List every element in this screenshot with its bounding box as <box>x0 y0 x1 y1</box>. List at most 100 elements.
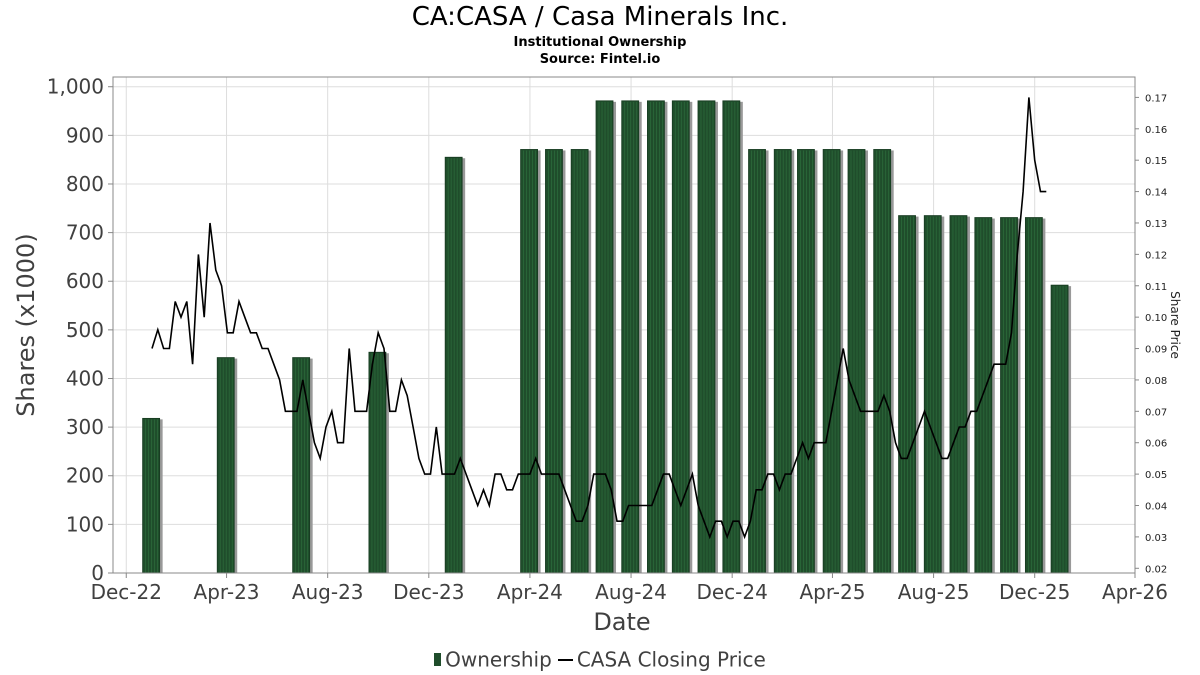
chart-subtitle: Institutional Ownership <box>513 35 687 50</box>
y2-tick-label: 0.15 <box>1145 156 1167 167</box>
bar-body <box>444 156 463 574</box>
ownership-bar <box>873 149 894 574</box>
ownership-bar <box>1050 284 1072 574</box>
bar-body <box>142 417 161 574</box>
y2-tick-label: 0.12 <box>1145 250 1167 261</box>
y2-tick-label: 0.02 <box>1145 564 1167 575</box>
ownership-bar <box>570 149 592 574</box>
ownership-bar <box>520 149 541 574</box>
ownership-bar <box>368 351 389 574</box>
legend: Ownership CASA Closing Price <box>0 646 1200 672</box>
plot-frame <box>112 76 1136 574</box>
y2-tick-label: 0.08 <box>1145 376 1167 387</box>
y2-tick-label: 0.11 <box>1145 282 1167 293</box>
y2-tick-label: 0.04 <box>1145 502 1167 513</box>
x-tick-label: Dec-25 <box>999 580 1070 604</box>
y2-tick-label: 0.10 <box>1145 313 1167 324</box>
ownership-bar <box>292 357 313 574</box>
y2-tick-label: 0.16 <box>1145 125 1167 136</box>
ownership-bar <box>773 149 795 574</box>
bar-body <box>697 100 716 574</box>
legend-price-label: CASA Closing Price <box>576 647 766 672</box>
bar-body <box>847 149 866 574</box>
ownership-bar <box>1024 217 1046 574</box>
x-tick-label: Apr-25 <box>799 580 865 604</box>
x-tick-label: Aug-23 <box>292 580 364 604</box>
bar-body <box>647 100 665 574</box>
y-axis-title: Shares (x1000) <box>12 233 40 416</box>
x-tick-label: Dec-24 <box>696 580 767 604</box>
bar-body <box>773 149 792 574</box>
y2-tick-label: 0.07 <box>1145 407 1167 418</box>
price-line <box>151 97 1047 540</box>
ownership-bar <box>697 100 718 574</box>
legend-price-swatch <box>557 658 573 661</box>
legend-ownership-label: Ownership <box>445 647 552 672</box>
bar-body <box>545 149 563 574</box>
y2-tick-label: 0.17 <box>1145 93 1167 104</box>
legend-ownership-swatch <box>434 653 442 666</box>
ownership-bar <box>621 100 642 574</box>
chart-source: Source: Fintel.io <box>539 52 661 67</box>
bar-body <box>923 215 942 574</box>
y2-tick-label: 0.09 <box>1145 345 1167 356</box>
x-tick-label: Dec-22 <box>91 580 162 604</box>
y-tick-label: 900 <box>66 123 104 147</box>
y-tick-label: 300 <box>66 415 104 439</box>
y2-axis-title: Share Price <box>1168 291 1182 359</box>
ownership-bar <box>949 215 970 574</box>
bar-body <box>595 100 614 574</box>
bar-body <box>797 149 815 574</box>
y-tick-label: 700 <box>66 221 104 245</box>
chart-title: CA:CASA / Casa Minerals Inc. <box>411 2 789 32</box>
ownership-bars <box>142 100 1072 574</box>
ownership-bar <box>142 417 163 574</box>
price-line-group <box>151 97 1047 540</box>
bar-body <box>621 100 640 574</box>
bar-body <box>216 357 235 574</box>
bar-body <box>520 149 538 574</box>
bar-body <box>748 149 766 574</box>
x-tick-label: Dec-23 <box>393 580 464 604</box>
y-tick-label: 200 <box>66 464 104 488</box>
bar-body <box>898 215 916 574</box>
bar-body <box>1050 284 1069 574</box>
x-tick-label: Apr-24 <box>497 580 563 604</box>
y2-tick-label: 0.05 <box>1145 470 1167 481</box>
y-tick-label: 500 <box>66 318 104 342</box>
x-tick-label: Apr-26 <box>1102 580 1168 604</box>
bar-body <box>671 100 690 574</box>
ownership-bar <box>722 100 743 574</box>
ownership-bar <box>847 149 868 574</box>
y-tick-label: 0 <box>91 561 104 585</box>
bar-body <box>1000 217 1018 574</box>
y-tick-label: 1,000 <box>47 75 104 99</box>
bar-body <box>822 149 841 574</box>
y-axis-left: 0 100 200 300 400 500 600 700 800 900 1,000 <box>47 75 113 585</box>
ownership-bar <box>444 156 466 574</box>
ownership-bar <box>797 149 818 574</box>
x-axis-title: Date <box>593 608 650 636</box>
ownership-bar <box>545 149 566 574</box>
y-axis-right: 0.02 0.03 0.04 0.05 0.06 0.07 0.08 0.09 0.10 0.11… <box>1135 93 1167 575</box>
ownership-bar <box>647 100 668 574</box>
x-tick-label: Apr-23 <box>194 580 260 604</box>
y2-tick-label: 0.06 <box>1145 439 1167 450</box>
bar-body <box>1024 217 1043 574</box>
ownership-bar <box>822 149 844 574</box>
ownership-bar <box>1000 217 1021 574</box>
bar-body <box>368 351 387 574</box>
ownership-bar <box>748 149 769 574</box>
y2-tick-label: 0.13 <box>1145 219 1167 230</box>
bar-body <box>949 215 968 574</box>
ownership-bar <box>595 100 617 574</box>
y2-tick-label: 0.14 <box>1145 188 1167 199</box>
y-tick-label: 600 <box>66 269 104 293</box>
x-tick-label: Aug-25 <box>898 580 970 604</box>
ownership-bar <box>898 215 919 574</box>
ownership-bar <box>974 217 995 574</box>
ownership-bar <box>216 357 238 574</box>
x-tick-label: Aug-24 <box>595 580 667 604</box>
bar-body <box>722 100 741 574</box>
